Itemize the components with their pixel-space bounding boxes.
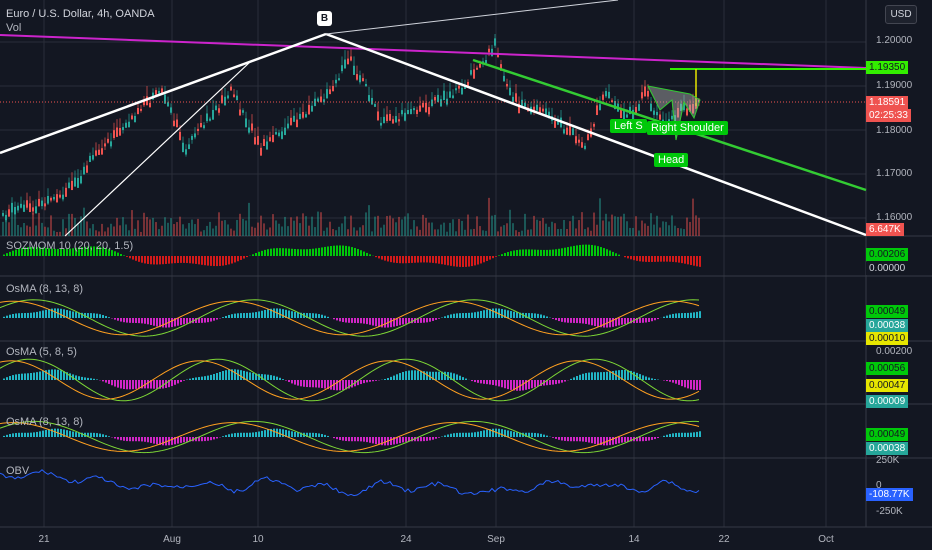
magenta-trendline	[0, 34, 867, 69]
head-tag[interactable]: Head	[654, 153, 689, 167]
osma2-axis: 0.00200	[876, 346, 913, 357]
volume-label: 6.647K	[866, 223, 904, 236]
obv-axis: -250K	[876, 506, 903, 517]
osma1-value: 0.00038	[866, 319, 909, 332]
osma3-value: 0.00049	[866, 428, 909, 441]
osma3-title: OsMA (8, 13, 8)	[6, 416, 84, 428]
osma1-plot	[0, 299, 701, 337]
last-price-label: 1.18591	[866, 96, 909, 109]
osma1-title: OsMA (8, 13, 8)	[6, 283, 84, 295]
currency-button[interactable]: USD	[885, 5, 917, 24]
volume-bars	[2, 197, 700, 236]
time-tick: 24	[400, 534, 412, 545]
left-shoulder-tag[interactable]: Left S	[610, 119, 647, 133]
price-tick: 1.18000	[876, 125, 913, 136]
inner-channel-line	[64, 61, 251, 237]
vol-label: Vol	[6, 22, 22, 34]
price-tick: 1.19000	[876, 80, 913, 91]
osma2-value: 0.00056	[866, 362, 909, 375]
candlesticks	[2, 34, 700, 223]
sozmom-title: SOZMOM 10 (20, 20, 1.5)	[6, 240, 134, 252]
price-tick: 1.20000	[876, 35, 913, 46]
pane-separators	[0, 0, 932, 528]
osma1-value: 0.00049	[866, 305, 909, 318]
right-shoulder-tag[interactable]: Right Shoulder	[647, 121, 728, 135]
osma2-value: 0.00047	[866, 379, 909, 392]
time-tick: 14	[628, 534, 640, 545]
target-price-label: 1.19350	[866, 61, 909, 74]
osma3-value: 0.00038	[866, 442, 909, 455]
time-tick: Oct	[818, 534, 834, 545]
osma2-value: 0.00009	[866, 395, 909, 408]
price-tick: 1.16000	[876, 212, 913, 223]
time-tick: 22	[718, 534, 730, 545]
head-shoulders-pattern[interactable]	[647, 85, 701, 141]
sozmom-zero: 0.00000	[866, 262, 909, 275]
time-tick: Aug	[163, 534, 181, 545]
obv-axis: 250K	[876, 455, 900, 466]
point-b-marker[interactable]: B	[317, 11, 332, 26]
wave-b-line	[325, 32, 867, 237]
osma2-title: OsMA (5, 8, 5)	[6, 346, 77, 358]
osma1-value: 0.00010	[866, 332, 909, 345]
time-tick: 21	[38, 534, 50, 545]
price-tick: 1.17000	[876, 168, 913, 179]
countdown-label: 02:25:33	[866, 109, 911, 122]
time-tick: 10	[252, 534, 264, 545]
obv-line	[0, 469, 700, 497]
trendlines[interactable]	[0, 0, 867, 237]
sozmom-histogram	[3, 244, 701, 267]
osma3-plot	[0, 420, 701, 454]
time-tick: Sep	[487, 534, 505, 545]
symbol-title: Euro / U.S. Dollar, 4h, OANDA	[6, 8, 155, 20]
grid	[0, 0, 866, 527]
obv-axis: 0	[876, 480, 882, 491]
osma2-plot	[0, 358, 701, 402]
wave-a-line	[0, 32, 327, 155]
sozmom-value: 0.00206	[866, 248, 909, 261]
obv-value: -108.77K	[866, 488, 913, 501]
obv-title: OBV	[6, 465, 30, 477]
thin-extension-line	[325, 0, 619, 35]
